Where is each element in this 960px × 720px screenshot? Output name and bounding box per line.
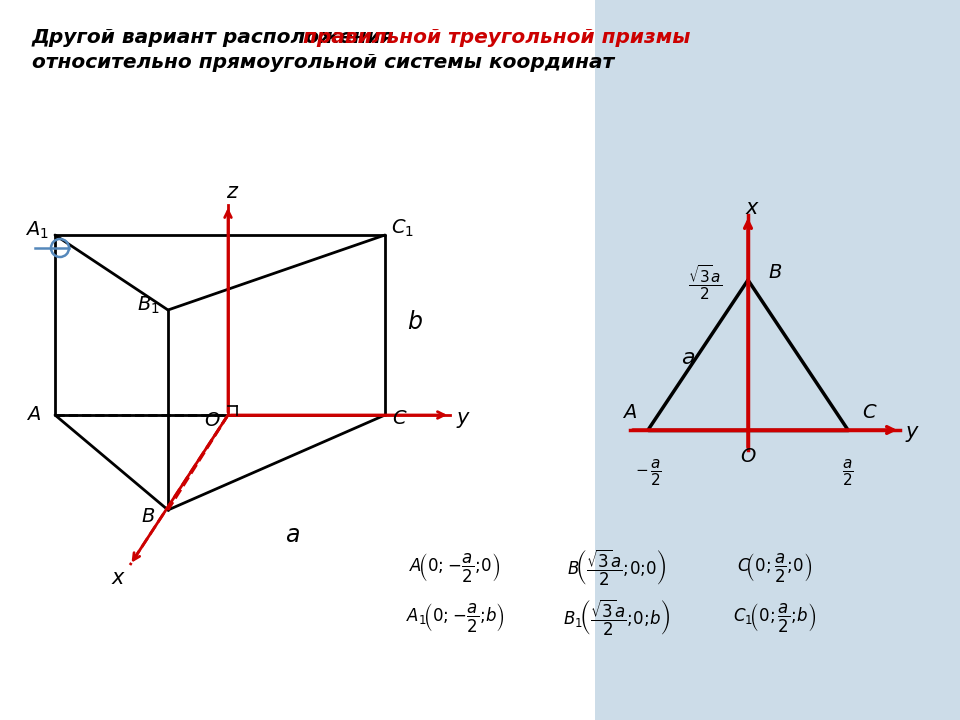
Bar [595, 0, 960, 720]
Text: $B_1\!\left(\dfrac{\sqrt{3}a}{2};\!0;\!b\right)$: $B_1\!\left(\dfrac{\sqrt{3}a}{2};\!0;\!b… [564, 598, 670, 638]
Text: $-\,\dfrac{a}{2}$: $-\,\dfrac{a}{2}$ [635, 458, 661, 487]
Text: $B$: $B$ [141, 506, 156, 526]
Text: $B\!\left(\dfrac{\sqrt{3}a}{2};\!0;\!0\right)$: $B\!\left(\dfrac{\sqrt{3}a}{2};\!0;\!0\r… [567, 548, 666, 588]
Text: x: x [746, 198, 758, 218]
Text: $C\!\left(0;\dfrac{a}{2};\!0\right)$: $C\!\left(0;\dfrac{a}{2};\!0\right)$ [737, 552, 813, 585]
Text: y: y [906, 422, 918, 442]
Text: $C_1\!\left(0;\dfrac{a}{2};\!b\right)$: $C_1\!\left(0;\dfrac{a}{2};\!b\right)$ [733, 601, 817, 634]
Text: $B_1$: $B_1$ [136, 294, 159, 315]
Text: y: y [457, 408, 469, 428]
Text: $C_1$: $C_1$ [391, 217, 414, 238]
Text: $C$: $C$ [393, 408, 408, 428]
Text: x: x [111, 568, 124, 588]
Text: $A_1$: $A_1$ [25, 220, 49, 240]
Text: $a$: $a$ [681, 348, 695, 368]
Text: z: z [227, 182, 237, 202]
Text: $A$: $A$ [622, 403, 637, 422]
Text: $C$: $C$ [862, 403, 877, 422]
Text: $\dfrac{\sqrt{3}a}{2}$: $\dfrac{\sqrt{3}a}{2}$ [687, 264, 722, 302]
Bar [0, 0, 595, 720]
Text: Другой вариант расположения: Другой вариант расположения [32, 28, 401, 47]
Text: $B$: $B$ [768, 263, 782, 282]
Text: $O$: $O$ [204, 410, 220, 430]
Text: $O$: $O$ [740, 447, 756, 466]
Text: $\dfrac{a}{2}$: $\dfrac{a}{2}$ [842, 458, 853, 487]
Text: правильной треугольной призмы: правильной треугольной призмы [303, 28, 690, 47]
Text: $A$: $A$ [27, 405, 41, 425]
Text: $A\!\left(0;\!-\!\dfrac{a}{2};\!0\right)$: $A\!\left(0;\!-\!\dfrac{a}{2};\!0\right)… [410, 552, 500, 585]
Text: $b$: $b$ [407, 310, 423, 334]
Text: $A_1\!\left(0;\!-\!\dfrac{a}{2};\!b\right)$: $A_1\!\left(0;\!-\!\dfrac{a}{2};\!b\righ… [405, 601, 505, 634]
Text: $a$: $a$ [284, 523, 300, 547]
Text: относительно прямоугольной системы координат: относительно прямоугольной системы коорд… [32, 53, 614, 72]
